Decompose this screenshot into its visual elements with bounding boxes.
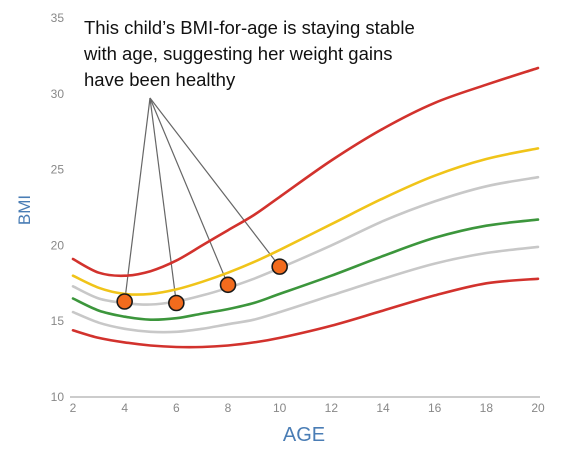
data-point-2 [168,294,185,312]
pointer-line-2 [149,97,177,304]
y-axis-title: BMI [15,195,34,225]
x-axis-title: AGE [283,424,325,446]
x-tick-label-8: 8 [225,401,232,415]
y-tick-labels: 10 15 20 25 30 35 [51,11,65,404]
y-tick-label-20: 20 [51,238,65,252]
x-tick-label-10: 10 [273,401,287,415]
data-point-3 [219,276,237,294]
annotation-line-2: with age, suggesting her weight gains [83,43,393,64]
percentile-curves [71,66,540,349]
percentile-curve-1 [71,66,540,278]
x-tick-label-12: 12 [325,401,339,415]
y-tick-label-25: 25 [51,163,65,177]
percentile-curve-6 [71,277,540,349]
annotation-line-3: have been healthy [84,69,236,90]
annotation-text: This child’s BMI-for-age is staying stab… [83,17,415,90]
percentile-curve-5 [71,245,540,334]
x-tick-label-14: 14 [376,401,390,415]
y-tick-label-10: 10 [51,390,65,404]
y-tick-label-35: 35 [51,11,65,25]
pointer-line-1 [124,97,151,302]
x-tick-label-20: 20 [531,401,545,415]
percentile-curve-4 [71,218,540,322]
x-tick-label-4: 4 [121,401,128,415]
x-tick-label-2: 2 [70,401,77,415]
annotation-line-1: This child’s BMI-for-age is staying stab… [84,17,415,38]
annotation-pointer-lines [124,97,281,304]
y-tick-label-15: 15 [51,314,65,328]
x-tick-label-18: 18 [480,401,494,415]
y-tick-label-30: 30 [51,87,65,101]
x-tick-labels: 2 4 6 8 10 12 14 16 18 20 [70,401,545,415]
x-tick-label-6: 6 [173,401,180,415]
x-tick-label-16: 16 [428,401,442,415]
pointer-line-4 [149,97,281,267]
child-data-points [116,258,288,312]
data-point-1 [116,293,133,310]
data-point-4 [271,258,288,275]
pointer-line-3 [149,97,229,286]
